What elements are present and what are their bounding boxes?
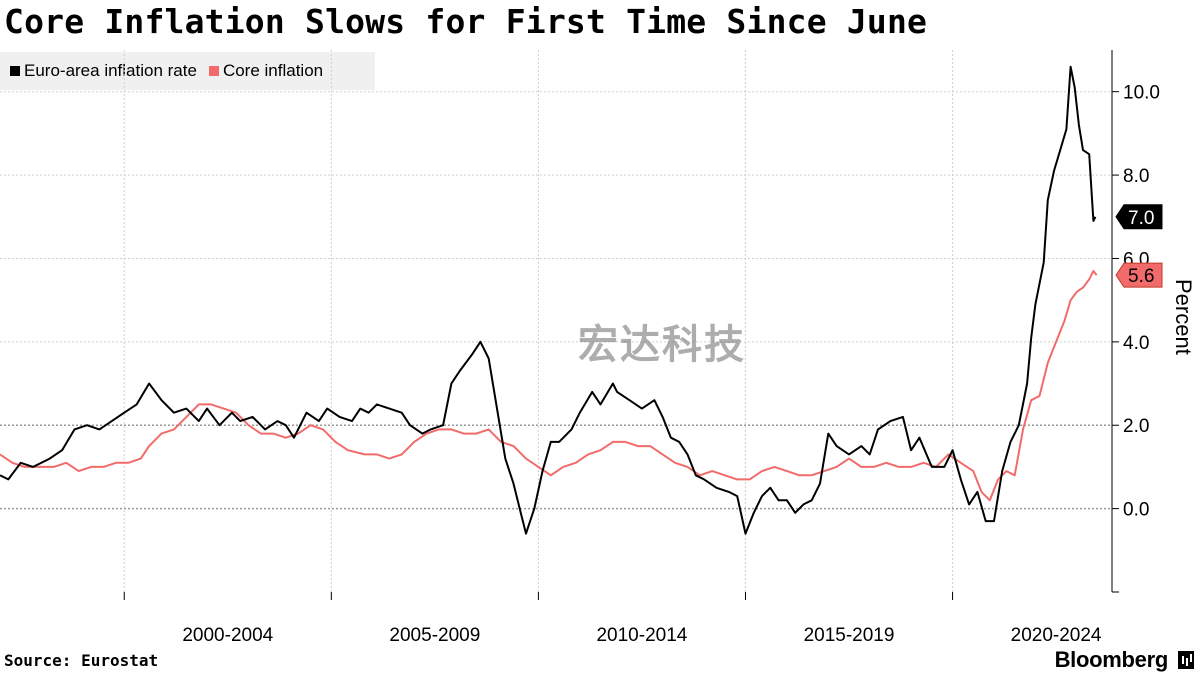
chart-title: Core Inflation Slows for First Time Sinc… — [4, 2, 928, 41]
y-tick-label: 10.0 — [1123, 83, 1160, 104]
legend-swatch-core — [208, 66, 219, 76]
y-tick-label: 0.0 — [1123, 500, 1149, 521]
end-value-headline: 7.0 — [1128, 208, 1154, 229]
x-tick-label: 2005-2009 — [389, 625, 480, 646]
source-note: Source: Eurostat — [4, 651, 159, 670]
y-tick-label: 8.0 — [1123, 166, 1149, 187]
end-value-core: 5.6 — [1128, 266, 1154, 287]
series-line-headline — [0, 65, 1097, 535]
brand-logo: Bloomberg — [1054, 647, 1169, 672]
x-tick-label: 2000-2004 — [182, 625, 273, 646]
chart-legend: Euro-area inflation rate Core inflation — [0, 52, 375, 90]
x-tick-label: 2015-2019 — [804, 625, 895, 646]
legend-label-headline: Euro-area inflation rate — [24, 61, 197, 80]
legend-item-core: Core inflation — [208, 61, 324, 81]
legend-label-core: Core inflation — [222, 61, 324, 80]
terminal-icon — [1178, 651, 1194, 669]
legend-swatch-headline — [10, 66, 20, 76]
y-tick-label: 4.0 — [1123, 333, 1149, 354]
x-tick-label: 2020-2024 — [1011, 625, 1102, 646]
series-line-core — [0, 270, 1098, 502]
watermark: 宏达科技 — [578, 323, 746, 367]
end-flag-core — [1115, 262, 1163, 288]
legend-item-headline: Euro-area inflation rate — [10, 61, 197, 81]
end-flag-headline — [1115, 204, 1163, 230]
y-tick-label: 2.0 — [1123, 416, 1149, 437]
y-axis-label: Percent — [1171, 279, 1196, 355]
x-tick-label: 2010-2014 — [596, 625, 687, 646]
